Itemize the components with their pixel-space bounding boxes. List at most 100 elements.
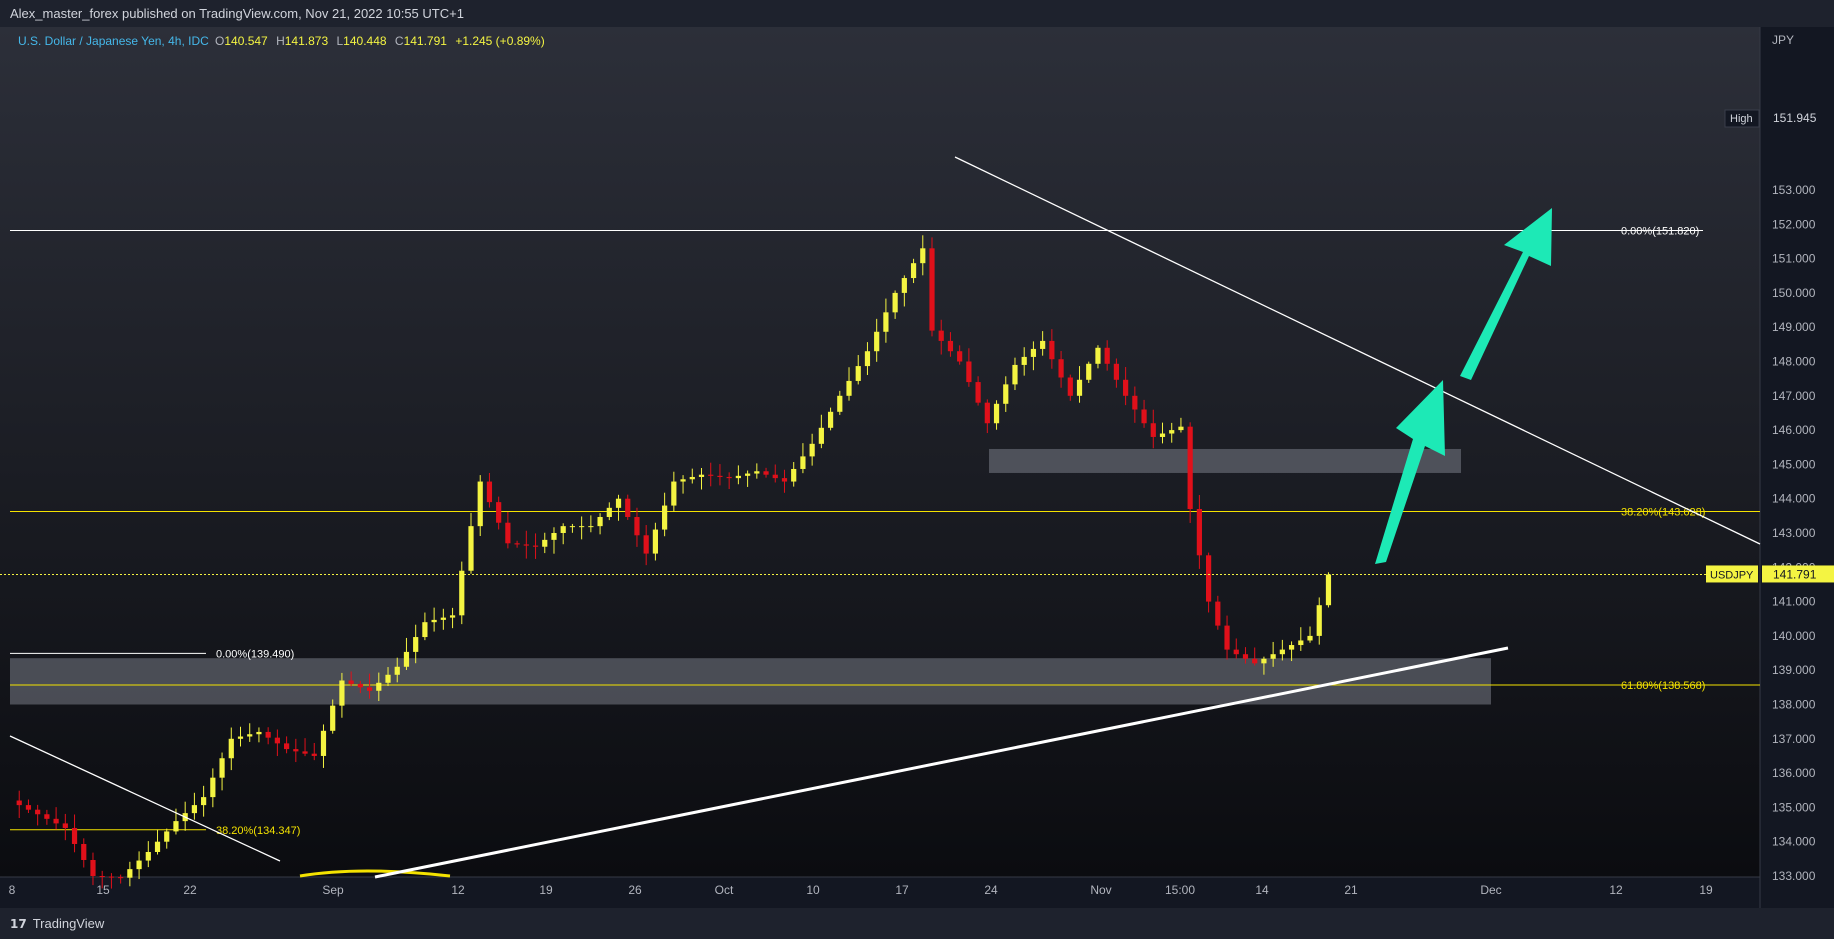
candle-body — [864, 351, 871, 367]
candle-body — [680, 479, 686, 482]
price-tick-label: 133.000 — [1772, 869, 1816, 883]
candle-body — [781, 478, 788, 482]
last-price-value: 141.791 — [1773, 567, 1817, 581]
candle-body — [302, 751, 308, 754]
candle-body — [505, 522, 511, 544]
tradingview-logo[interactable]: 17 TradingView — [10, 916, 104, 931]
candle-body — [1058, 359, 1064, 378]
candle-body — [1233, 649, 1239, 655]
candle-body — [569, 526, 576, 528]
candle-body — [698, 474, 705, 477]
support-trendline — [374, 646, 1509, 879]
high-badge-bg — [1762, 110, 1834, 127]
candle-body — [237, 736, 244, 739]
resistance-trendline — [954, 156, 1761, 545]
candle-body — [1123, 379, 1129, 396]
time-tick-label: 15 — [96, 883, 110, 897]
candle-body — [118, 877, 124, 879]
candle-body — [1215, 601, 1221, 626]
time-tick-label: 24 — [984, 883, 998, 897]
candle-body — [376, 682, 382, 691]
candle-body — [164, 831, 170, 842]
fib-level-label: 0.00%(139.490) — [216, 648, 294, 660]
candle-body — [634, 516, 640, 536]
up-arrow-first — [1375, 380, 1445, 564]
price-tick-label: 143.000 — [1772, 526, 1816, 540]
candle-body — [44, 814, 50, 819]
candle-body — [1067, 377, 1073, 396]
candle-body — [910, 263, 917, 279]
candle-body — [1150, 423, 1156, 437]
candle-body — [588, 526, 594, 528]
candle-body — [1159, 433, 1166, 437]
candle-body — [763, 471, 769, 475]
candle-body — [883, 312, 889, 332]
fib-level-label: 38.20%(134.347) — [216, 825, 300, 837]
candle-body — [1086, 363, 1092, 380]
candle-body — [219, 758, 225, 778]
candle-body — [846, 380, 852, 396]
candle-body — [1316, 605, 1322, 636]
candle-body — [385, 674, 391, 683]
candle-body — [311, 753, 317, 756]
candle-body — [173, 821, 179, 832]
plot-background — [0, 27, 1760, 877]
candle-body — [1325, 574, 1332, 606]
candle-body — [606, 507, 612, 517]
publisher-bar: Alex_master_forex published on TradingVi… — [0, 0, 1834, 27]
time-tick-label: 21 — [1344, 883, 1358, 897]
fib-level-label: 0.00%(151.820) — [1621, 225, 1699, 237]
candle-body — [1030, 348, 1037, 357]
price-tick-label: 145.000 — [1772, 457, 1816, 471]
price-tick-label: 148.000 — [1772, 355, 1816, 369]
candle-body — [957, 351, 963, 362]
candle-body — [827, 411, 834, 428]
candle-body — [274, 737, 280, 744]
candle-body — [1261, 658, 1267, 664]
candle-body — [145, 851, 151, 861]
candle-body — [136, 860, 142, 870]
candle-body — [818, 427, 824, 444]
candle-body — [1206, 555, 1212, 602]
candle-body — [625, 498, 631, 517]
price-tick-label: 153.000 — [1772, 183, 1816, 197]
candle-body — [993, 403, 1000, 424]
candle-body — [975, 382, 981, 403]
time-tick-label: 17 — [895, 883, 909, 897]
candle-body — [597, 516, 603, 527]
candle-body — [71, 827, 78, 844]
last-price-symbol: USDJPY — [1710, 569, 1754, 581]
candle-body — [459, 570, 465, 616]
candle-body — [560, 526, 566, 533]
candle-body — [947, 340, 954, 352]
candle-body — [1187, 426, 1193, 509]
price-tick-label: 151.000 — [1772, 252, 1816, 266]
price-tick-label: 149.000 — [1772, 320, 1816, 334]
candle-body — [809, 443, 815, 457]
candle-body — [1169, 430, 1175, 434]
price-tick-label: 134.000 — [1772, 835, 1816, 849]
candle-body — [81, 843, 87, 860]
candle-body — [1242, 654, 1249, 659]
time-tick-label: 12 — [1609, 883, 1623, 897]
candle-body — [1104, 347, 1110, 364]
candle-body — [754, 471, 760, 474]
time-tick-label: Nov — [1090, 883, 1111, 897]
candle-body — [486, 481, 493, 503]
candle-body — [855, 366, 861, 381]
candle-body — [671, 481, 677, 506]
candle-body — [468, 526, 474, 571]
candle-body — [966, 361, 972, 383]
candle-body — [874, 331, 880, 352]
tradingview-logo-icon: 17 — [10, 916, 27, 931]
candle-body — [920, 248, 926, 264]
time-tick-label: 14 — [1255, 883, 1269, 897]
candle-body — [643, 535, 649, 554]
candle-body — [901, 278, 907, 293]
candle-body — [726, 476, 732, 479]
candle-body — [403, 651, 410, 667]
candle-body — [1021, 356, 1027, 365]
candle-body — [449, 615, 456, 618]
price-tick-label: 141.000 — [1772, 595, 1816, 609]
